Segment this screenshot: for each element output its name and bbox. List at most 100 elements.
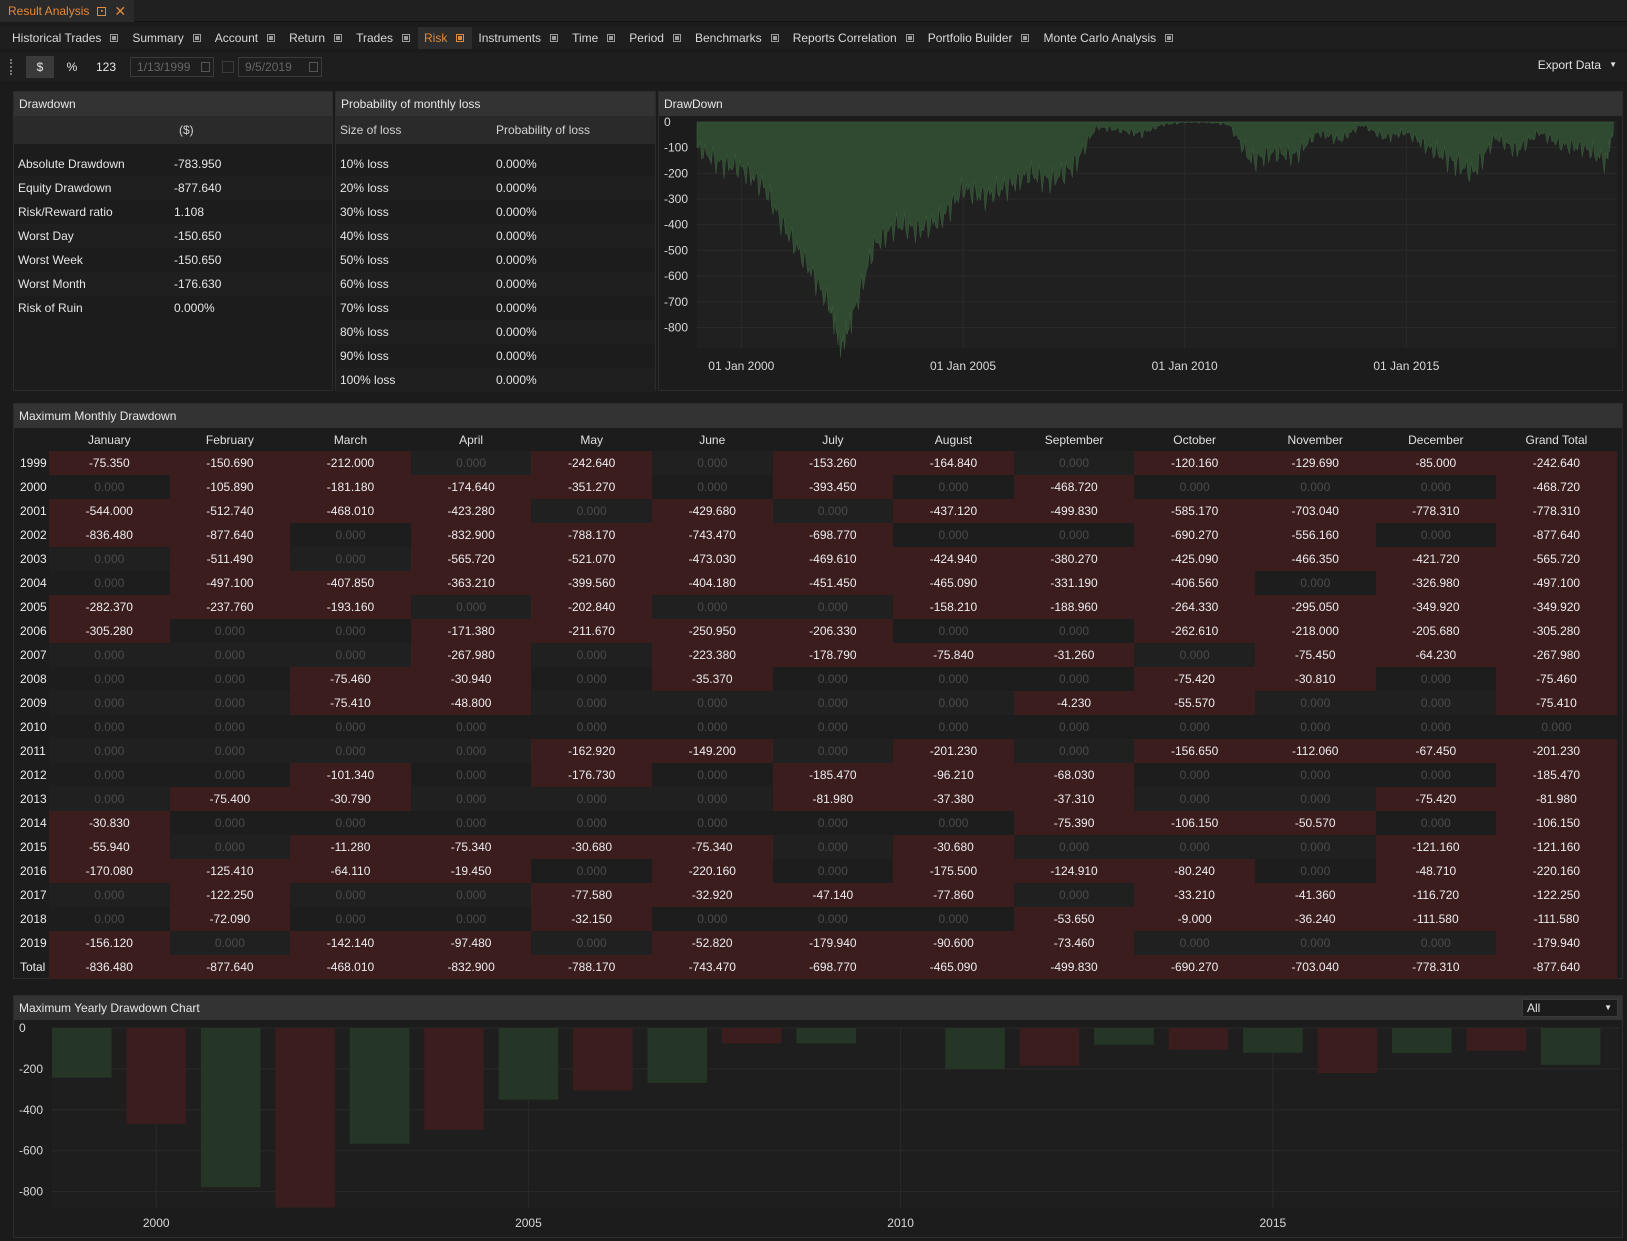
- pin-tab-icon[interactable]: [1021, 34, 1030, 42]
- tab-trades[interactable]: Trades: [350, 27, 418, 49]
- start-date-input[interactable]: 1/13/1999: [130, 57, 215, 77]
- drawdown-cell: 0.000: [290, 547, 411, 571]
- panel-title: Maximum Yearly Drawdown Chart: [14, 996, 1622, 1020]
- drawdown-cell: -511.490: [169, 547, 291, 571]
- tab-instruments[interactable]: Instruments: [472, 27, 566, 49]
- drawdown-cell: -164.840: [893, 451, 1014, 475]
- percent-mode-button[interactable]: %: [66, 60, 78, 74]
- y-tick-label: -500: [664, 243, 688, 257]
- period-filter-select[interactable]: All ▼: [1522, 999, 1618, 1017]
- tab-historical-trades[interactable]: Historical Trades: [6, 27, 126, 49]
- pin-tab-icon[interactable]: [905, 34, 914, 42]
- tab-label: Return: [289, 31, 326, 45]
- drawdown-cell: 0.000: [49, 787, 170, 811]
- tab-monte-carlo-analysis[interactable]: Monte Carlo Analysis: [1037, 27, 1181, 49]
- column-header[interactable]: Grand Total: [1525, 433, 1588, 447]
- table-row: 2014 -30.830 0.000 0.000 0.000 0.000 0.000 0.00…: [15, 811, 1617, 835]
- calendar-icon[interactable]: [309, 62, 319, 72]
- pin-tab-icon[interactable]: [192, 34, 201, 42]
- table-header-row: January February March April May June July Augu…: [15, 429, 1617, 451]
- drawdown-cell: 0.000: [531, 715, 652, 739]
- y-tick-label: -600: [664, 269, 688, 283]
- drawdown-cell: -556.160: [1254, 523, 1376, 547]
- tab-risk[interactable]: Risk: [418, 27, 473, 49]
- count-mode-button[interactable]: 123: [96, 60, 117, 74]
- column-header[interactable]: July: [822, 433, 844, 447]
- drawdown-cell: -41.360: [1254, 883, 1376, 907]
- pin-icon[interactable]: ▪: [97, 6, 107, 16]
- pin-tab-icon[interactable]: [402, 34, 411, 42]
- drawdown-cell: -349.920: [1375, 595, 1497, 619]
- drawdown-cell: -331.190: [1013, 571, 1135, 595]
- table-row: 2015 -55.940 0.000 -11.280 -75.340 -30.680 -75…: [15, 835, 1617, 859]
- currency-mode-button[interactable]: $: [26, 56, 54, 78]
- year-cell: 2013: [20, 792, 47, 806]
- calendar-icon[interactable]: [201, 62, 211, 72]
- drawdown-cell: 0.000: [1375, 667, 1497, 691]
- drawdown-cell: -33.210: [1134, 883, 1255, 907]
- column-header[interactable]: September: [1044, 433, 1104, 447]
- drawdown-cell: 0.000: [169, 763, 291, 787]
- column-header: Size of loss: [340, 123, 402, 137]
- drawdown-cell: 0.000: [290, 739, 411, 763]
- drawdown-cell: -836.480: [49, 523, 170, 547]
- drawdown-cell: 0.000: [772, 667, 894, 691]
- column-header[interactable]: November: [1287, 433, 1343, 447]
- pin-tab-icon[interactable]: [770, 34, 779, 42]
- column-header[interactable]: December: [1408, 433, 1464, 447]
- tab-reports-correlation[interactable]: Reports Correlation: [787, 27, 922, 49]
- end-date-input[interactable]: 9/5/2019: [238, 57, 323, 77]
- column-header[interactable]: April: [459, 433, 484, 447]
- drawdown-cell: -80.240: [1134, 859, 1255, 883]
- pin-tab-icon[interactable]: [607, 34, 616, 42]
- loss-row: 70% loss 0.000%: [336, 296, 655, 320]
- pin-tab-icon[interactable]: [456, 34, 465, 42]
- drawdown-cell: 0.000: [49, 691, 170, 715]
- drawdown-cell: -4.230: [1013, 691, 1135, 715]
- column-header[interactable]: May: [580, 433, 603, 447]
- drawdown-cell: 0.000: [290, 523, 411, 547]
- toolbar-grip[interactable]: [10, 59, 14, 75]
- column-header[interactable]: March: [333, 433, 368, 447]
- drawdown-cell: -81.980: [772, 787, 894, 811]
- column-header[interactable]: August: [934, 433, 973, 447]
- end-date-checkbox[interactable]: [222, 61, 235, 73]
- drawdown-cell: -425.090: [1134, 547, 1255, 571]
- tab-period[interactable]: Period: [623, 27, 689, 49]
- pin-tab-icon[interactable]: [672, 34, 681, 42]
- tab-time[interactable]: Time: [566, 27, 623, 49]
- drawdown-row: Worst Month -176.630: [14, 272, 332, 296]
- drawdown-cell: -205.680: [1375, 619, 1497, 643]
- tab-summary[interactable]: Summary: [126, 27, 208, 49]
- export-data-button[interactable]: Export Data ▼: [1538, 58, 1617, 72]
- tab-return[interactable]: Return: [283, 27, 350, 49]
- bar-2009: [796, 1028, 856, 1044]
- drawdown-cell: -111.580: [1375, 907, 1497, 931]
- drawdown-cell: -19.450: [410, 859, 532, 883]
- drawdown-cell: -690.270: [1134, 523, 1255, 547]
- tab-benchmarks[interactable]: Benchmarks: [689, 27, 787, 49]
- pin-tab-icon[interactable]: [267, 34, 276, 42]
- pin-tab-icon[interactable]: [110, 34, 119, 42]
- year-cell: 2008: [20, 672, 47, 686]
- drawdown-cell: -282.370: [49, 595, 170, 619]
- document-tab[interactable]: Result Analysis ▪ ✕: [0, 0, 135, 22]
- pin-tab-icon[interactable]: [334, 34, 343, 42]
- column-header[interactable]: January: [87, 433, 131, 447]
- column-header[interactable]: February: [205, 433, 254, 447]
- metric-value: 1.108: [174, 205, 205, 219]
- monthly-loss-panel: Probability of monthly loss Size of loss…: [335, 91, 656, 392]
- tab-account[interactable]: Account: [209, 27, 283, 49]
- close-icon[interactable]: ✕: [114, 2, 127, 19]
- tab-portfolio-builder[interactable]: Portfolio Builder: [922, 27, 1038, 49]
- drawdown-cell: -90.600: [893, 931, 1014, 955]
- column-header[interactable]: June: [699, 433, 726, 447]
- drawdown-cell: -690.270: [1134, 955, 1255, 979]
- drawdown-cell: 0.000: [772, 691, 894, 715]
- pin-tab-icon[interactable]: [550, 34, 559, 42]
- drawdown-cell: -832.900: [410, 955, 532, 979]
- column-header[interactable]: October: [1173, 433, 1216, 447]
- metric-value: 0.000%: [174, 301, 215, 315]
- bar-2019: [1540, 1028, 1601, 1065]
- pin-tab-icon[interactable]: [1165, 34, 1174, 42]
